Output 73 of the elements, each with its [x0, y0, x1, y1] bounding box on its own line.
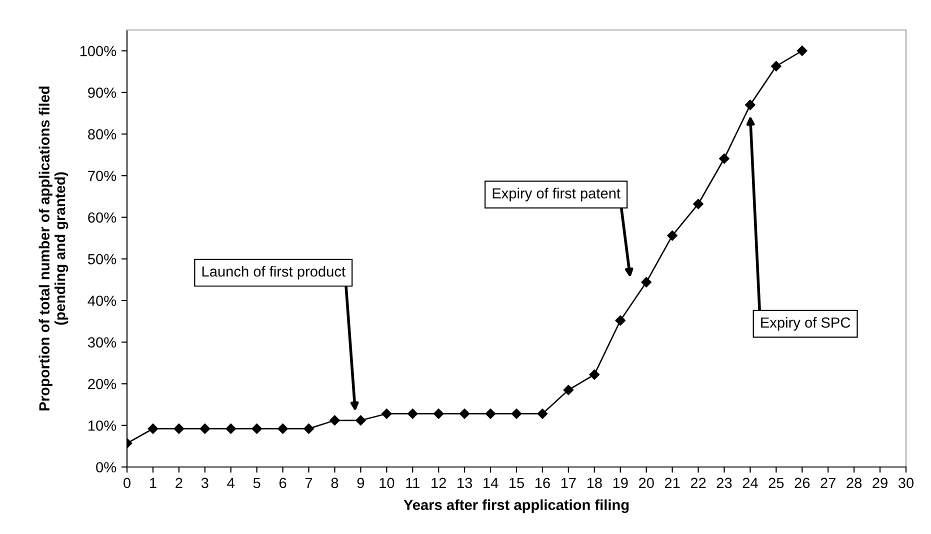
y-tick-label: 40%	[88, 296, 116, 306]
point	[252, 424, 262, 434]
point	[563, 384, 574, 396]
x-tick-label: 27	[820, 478, 836, 488]
y-tick-label: 100%	[80, 46, 116, 56]
point	[382, 408, 392, 419]
point	[537, 408, 548, 419]
x-tick-label: 9	[357, 478, 364, 488]
x-tick-label: 2	[176, 478, 182, 488]
annotation: Expiry of SPC	[761, 317, 850, 331]
x-tick-label: 1	[150, 478, 156, 488]
x-tick-label: 28	[846, 478, 862, 488]
point	[459, 408, 470, 419]
y-axis-title: Proportion of total number of applications filed (pending and granted)	[38, 86, 68, 410]
x-tick-label: 26	[794, 478, 810, 488]
point	[200, 424, 210, 434]
point	[148, 424, 158, 434]
point	[797, 46, 808, 56]
point	[693, 198, 704, 210]
x-tick-label: 5	[253, 478, 260, 488]
x-tick-label: 25	[768, 478, 784, 488]
x-tick-label: 30	[898, 478, 914, 488]
y-tick-label: 70%	[88, 170, 116, 182]
x-tick-label: 10	[380, 478, 394, 488]
x-tick-label: 22	[690, 478, 706, 488]
y-tick-label: 90%	[88, 88, 116, 98]
point	[174, 424, 184, 434]
point	[485, 408, 496, 419]
x-tick-label: 24	[742, 478, 758, 488]
x-tick-label: 4	[227, 478, 234, 488]
point	[278, 424, 288, 434]
x-tick-label: 18	[587, 478, 602, 488]
point	[226, 424, 236, 434]
point	[719, 153, 730, 164]
y-tick-label: 30%	[88, 337, 116, 348]
x-tick-label: 0	[124, 478, 130, 488]
x-tick-label: 19	[613, 478, 628, 488]
x-tick-label: 6	[279, 478, 286, 488]
y-tick-label: 60%	[88, 212, 116, 223]
point	[356, 415, 366, 426]
point	[615, 315, 626, 326]
y-tick-label: 0%	[96, 462, 116, 472]
x-tick-label: 16	[535, 478, 550, 488]
y-tick-label: 20%	[88, 378, 116, 390]
x-tick-label: 14	[484, 478, 498, 488]
point	[667, 230, 678, 241]
y-tick-label: 10%	[88, 420, 116, 431]
x-tick-label: 7	[305, 478, 312, 488]
point	[511, 408, 522, 419]
x-tick-label: 8	[331, 478, 338, 488]
point	[589, 369, 600, 380]
x-tick-label: 13	[458, 478, 472, 488]
annotation: Expiry of first patent	[492, 188, 620, 202]
point	[771, 61, 782, 72]
x-tick-label: 12	[432, 478, 446, 488]
x-tick-label: 20	[638, 478, 654, 488]
x-tick-label: 17	[561, 478, 576, 488]
point	[304, 424, 314, 434]
x-tick-label: 11	[406, 478, 420, 488]
annotation: Launch of first product	[202, 266, 346, 280]
x-axis-title: Years after first application filing	[404, 499, 629, 514]
point	[641, 277, 652, 288]
x-tick-label: 3	[201, 478, 208, 488]
point	[330, 415, 340, 426]
x-tick-label: 15	[510, 478, 524, 488]
x-tick-label: 29	[872, 478, 888, 488]
point	[433, 408, 444, 419]
point	[408, 408, 418, 419]
point	[745, 100, 756, 110]
y-tick-label: 80%	[88, 129, 116, 140]
x-tick-label: 23	[716, 478, 732, 488]
x-tick-label: 21	[664, 478, 680, 488]
y-tick-label: 50%	[88, 254, 116, 264]
